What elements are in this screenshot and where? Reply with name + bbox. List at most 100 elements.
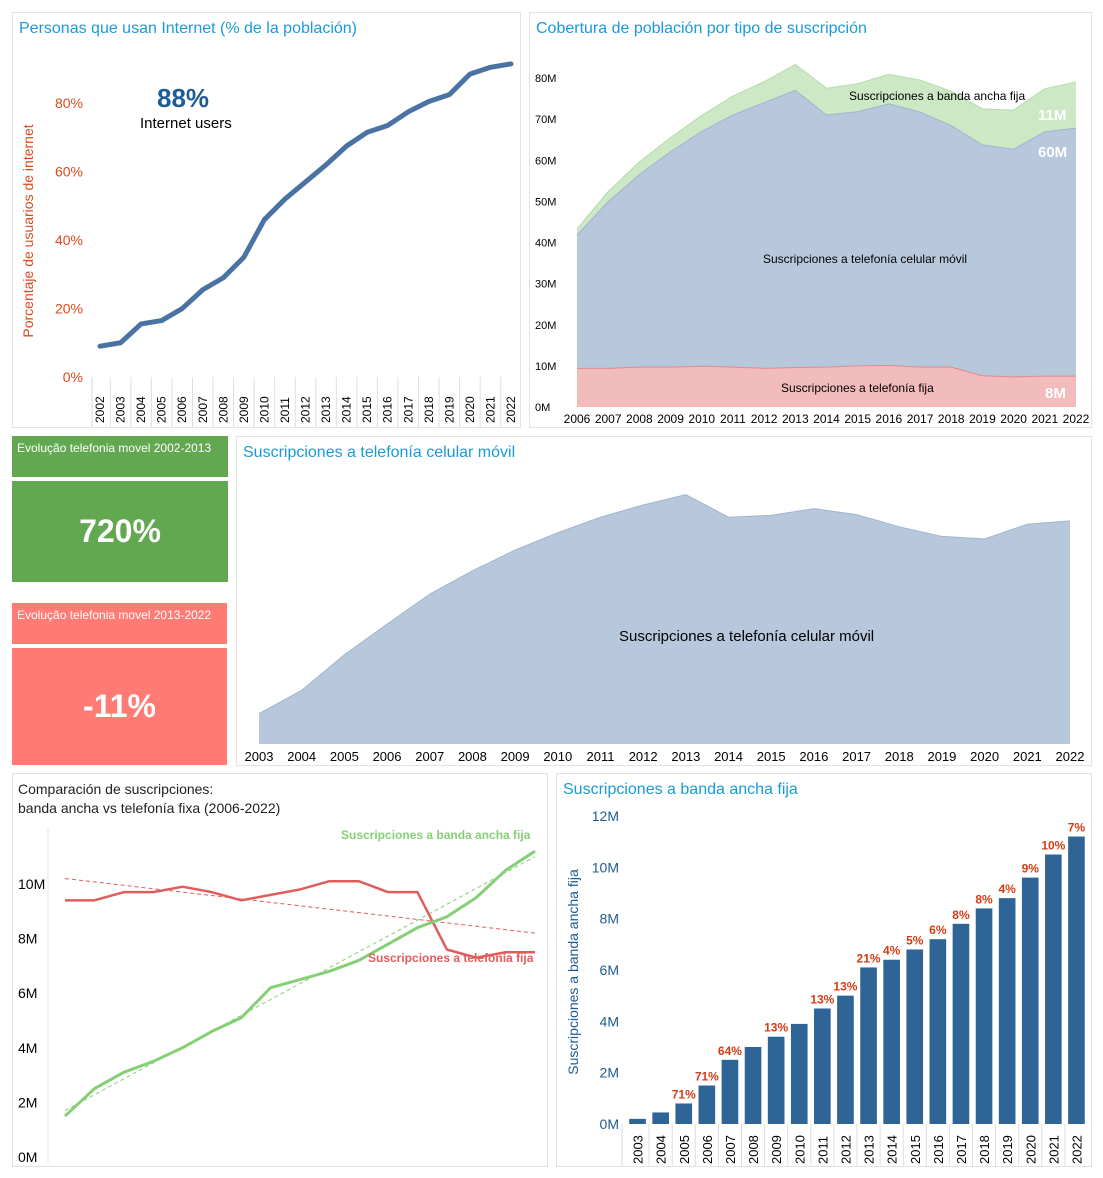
y-tick-label: 10M xyxy=(18,876,45,892)
x-tick-label: 2008 xyxy=(458,749,487,764)
x-tick-label: 2008 xyxy=(216,396,230,423)
x-tick-label: 2012 xyxy=(299,396,313,423)
x-tick-label: 2007 xyxy=(723,1135,738,1164)
compare-label-broadband: Suscripciones a banda ancha fija xyxy=(341,828,531,842)
x-tick-label: 2018 xyxy=(422,396,436,423)
x-tick-label: 2018 xyxy=(977,1135,992,1164)
x-tick-label: 2019 xyxy=(969,412,996,426)
x-tick-label: 2008 xyxy=(626,412,653,426)
x-tick-label: 2007 xyxy=(595,412,622,426)
coverage-panel-title: Cobertura de población por tipo de suscr… xyxy=(536,20,867,37)
y-tick-label: 2M xyxy=(18,1094,37,1110)
fixed-trend-line xyxy=(64,877,536,934)
x-tick-label: 2015 xyxy=(757,749,786,764)
compare-panel: Comparación de suscripciones: banda anch… xyxy=(12,773,548,1167)
y-tick-label: 70M xyxy=(535,114,556,126)
x-tick-label: 2017 xyxy=(842,749,871,764)
compare-title-line1: Comparación de suscripciones: xyxy=(18,781,214,797)
bar-data-label: 7% xyxy=(1068,821,1086,835)
broadband-trend-line xyxy=(64,856,536,1112)
y-tick-label: 40M xyxy=(535,238,556,250)
y-tick-label: 50M xyxy=(535,196,556,208)
compare-title-line2: banda ancha vs telefonía fixa (2006-2022… xyxy=(18,800,281,816)
x-tick-label: 2010 xyxy=(688,412,715,426)
bar-data-label: 13% xyxy=(764,1021,788,1035)
internet-panel-title: Personas que usan Internet (% de la pobl… xyxy=(19,20,357,37)
internet-users-panel: Personas que usan Internet (% de la pobl… xyxy=(12,12,521,428)
kpi-green-header: Evolução telefonia movel 2002-2013 xyxy=(12,436,228,477)
coverage-label-fixed: Suscripciones a telefonía fija xyxy=(781,381,934,395)
bar-data-label: 8% xyxy=(975,892,993,906)
x-tick-label: 2022 xyxy=(1063,412,1090,426)
x-tick-label: 2005 xyxy=(330,749,359,764)
y-tick-label: 20M xyxy=(535,320,556,332)
y-tick-label: 0M xyxy=(535,402,550,414)
y-axis-label: Porcentaje de usuarios de internet xyxy=(20,124,36,337)
y-tick-label: 12M xyxy=(592,808,619,824)
mobile-area-edge xyxy=(258,494,1071,715)
x-tick-label: 2007 xyxy=(196,396,210,423)
x-tick-label: 2009 xyxy=(657,412,684,426)
compare-panel-title: Comparación de suscripciones: banda anch… xyxy=(18,780,280,818)
bar-data-label: 10% xyxy=(1041,839,1065,853)
x-tick-label: 2019 xyxy=(927,749,956,764)
internet-big-value: 88% xyxy=(157,83,210,113)
coverage-end-fixed: 8M xyxy=(1045,385,1066,402)
x-tick-label: 2011 xyxy=(586,749,614,764)
x-tick-label: 2014 xyxy=(714,749,743,764)
y-tick-label: 6M xyxy=(600,962,619,978)
x-tick-label: 2004 xyxy=(287,749,316,764)
bar-data-label: 5% xyxy=(906,933,924,947)
bar xyxy=(790,1023,808,1124)
area-fixed-edge xyxy=(577,364,1076,378)
bar xyxy=(721,1059,739,1124)
bar xyxy=(860,967,877,1124)
x-tick-label: 2012 xyxy=(629,749,658,764)
x-tick-label: 2016 xyxy=(876,412,903,426)
broadband-panel-title: Suscripciones a banda ancha fija xyxy=(563,781,798,798)
x-tick-label: 2013 xyxy=(782,412,809,426)
y-tick-label: 40% xyxy=(55,232,83,248)
x-tick-label: 2020 xyxy=(1023,1135,1038,1164)
mobile-area xyxy=(259,494,1070,744)
x-tick-label: 2020 xyxy=(970,749,999,764)
coverage-end-broadband: 11M xyxy=(1038,107,1067,124)
broadband-panel: Suscripciones a banda ancha fija 0M 2M 4M 6… xyxy=(556,773,1092,1167)
x-tick-label: 2017 xyxy=(907,412,934,426)
x-tick-label: 2010 xyxy=(543,749,572,764)
area-broadband xyxy=(577,64,1076,236)
x-tick-label: 2022 xyxy=(1069,1135,1084,1164)
bar xyxy=(837,995,854,1124)
y-tick-label: 80% xyxy=(55,95,83,111)
x-tick-label: 2006 xyxy=(373,749,402,764)
bar xyxy=(998,898,1016,1124)
coverage-area-chart: 0M 10M 20M 30M 40M 50M 60M 70M 80M 2006 2007 2008 20… xyxy=(535,63,1090,426)
compare-line-chart: 0M 2M 4M 6M 8M 10M xyxy=(18,827,536,1165)
bar xyxy=(629,1118,646,1124)
bar xyxy=(652,1112,669,1124)
x-tick-label: 2022 xyxy=(504,396,518,423)
x-tick-label: 2016 xyxy=(931,1135,946,1164)
mobile-area-chart: 2003 2004 2005 2006 2007 2008 2009 2010 2011 2012… xyxy=(245,494,1084,764)
x-tick-label: 2012 xyxy=(838,1135,853,1164)
x-tick-label: 2017 xyxy=(954,1135,969,1164)
x-tick-label: 2018 xyxy=(885,749,914,764)
x-tick-label: 2005 xyxy=(155,396,169,423)
broadband-bar-chart: 0M 2M 4M 6M 8M 10M 12M Suscripciones a banda an… xyxy=(565,808,1086,1166)
bar-data-label: 6% xyxy=(929,923,947,937)
bar-data-label: 13% xyxy=(833,980,857,994)
x-tick-label: 2010 xyxy=(257,396,271,423)
y-tick-label: 10M xyxy=(592,859,619,875)
y-tick-label: 60% xyxy=(55,164,83,180)
x-tick-label: 2011 xyxy=(278,397,292,423)
bar-data-label: 4% xyxy=(883,944,901,958)
internet-big-caption: Internet users xyxy=(140,115,232,132)
bar xyxy=(883,959,900,1124)
y-tick-label: 8M xyxy=(600,911,619,927)
y-axis-label: Suscripciones a banda ancha fija xyxy=(565,869,581,1075)
bar-data-label: 64% xyxy=(718,1044,742,1058)
y-tick-label: 20% xyxy=(55,301,83,317)
x-tick-label: 2006 xyxy=(175,396,189,423)
bar xyxy=(744,1047,762,1124)
x-tick-label: 2019 xyxy=(442,396,456,423)
